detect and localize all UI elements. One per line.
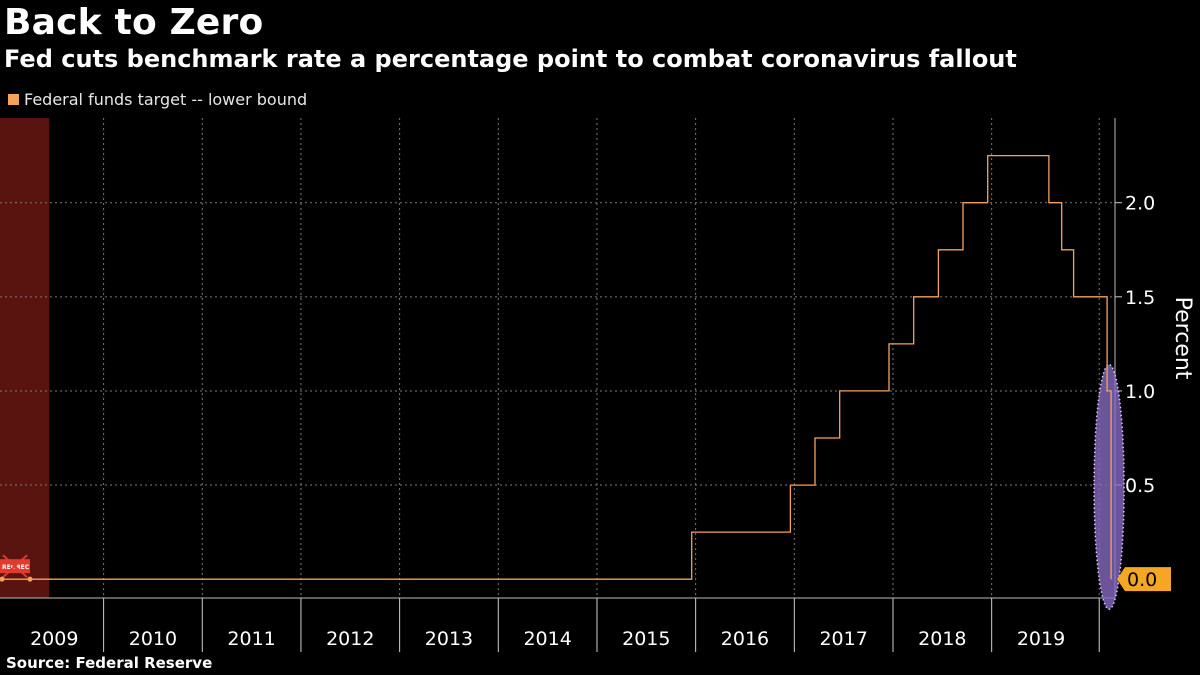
recession-label: REC	[2, 564, 16, 571]
chart-subtitle: Fed cuts benchmark rate a percentage poi…	[4, 45, 1017, 73]
chart-title: Back to Zero	[4, 2, 264, 43]
recession-label: REC	[16, 564, 30, 571]
highlight-ellipse	[1093, 363, 1125, 611]
x-tick-label: 2012	[326, 628, 374, 650]
series-line	[0, 154, 1112, 580]
x-tick-label: 2019	[1017, 628, 1065, 650]
y-tick-label: 1.0	[1125, 381, 1155, 403]
recession-end-dot	[27, 576, 33, 582]
legend: Federal funds target -- lower bound	[8, 90, 307, 109]
last-value-label: 0.0	[1127, 569, 1157, 591]
x-tick-label: 2018	[918, 628, 966, 650]
source-note: Source: Federal Reserve	[6, 654, 213, 672]
x-tick-label: 2010	[129, 628, 177, 650]
legend-swatch-icon	[8, 94, 19, 105]
recession-mark-stroke	[2, 554, 28, 578]
y-tick-label: 1.5	[1125, 287, 1155, 309]
x-tick-label: 2014	[523, 628, 571, 650]
x-tick-label: 2015	[622, 628, 670, 650]
x-tick-label: 2009	[30, 628, 78, 650]
recession-start-dot	[0, 576, 5, 582]
legend-label: Federal funds target -- lower bound	[24, 90, 308, 109]
y-tick-label: 2.0	[1125, 193, 1155, 215]
y-axis-title: Percent	[1170, 297, 1195, 380]
y-tick-label: 0.5	[1125, 475, 1155, 497]
recession-band	[0, 118, 50, 598]
last-value-badge	[1117, 567, 1171, 592]
x-tick-label: 2017	[819, 628, 867, 650]
x-tick-label: 2016	[721, 628, 769, 650]
x-tick-label: 2011	[227, 628, 275, 650]
x-tick-label: 2013	[425, 628, 473, 650]
